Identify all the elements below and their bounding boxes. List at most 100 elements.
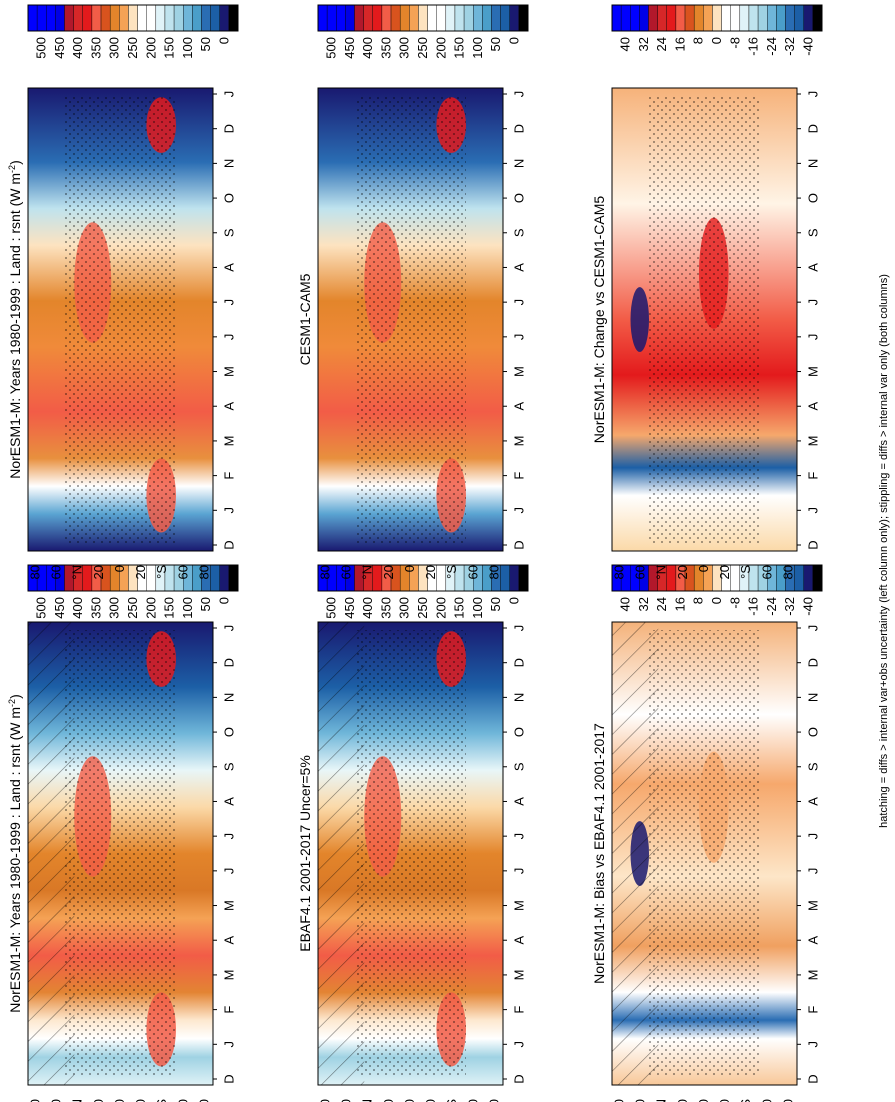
colorbar-frame (27, 564, 239, 592)
x-tick-label: M (805, 366, 820, 377)
y-tick-label: 20 (675, 565, 690, 579)
x-tick-label: J (511, 625, 526, 632)
x-tick-label: N (511, 159, 526, 168)
x-tick-label: F (511, 472, 526, 480)
y-tick-label: 20 (381, 1099, 396, 1102)
y-tick-label: 20 (717, 565, 732, 579)
x-tick-label: F (221, 472, 236, 480)
colorbar-cell (183, 4, 193, 32)
colorbar-label: 16 (672, 37, 687, 51)
colorbar-label: 0 (506, 597, 521, 604)
y-tick-label: 20 (423, 1099, 438, 1102)
panel-bottom-left: DJFMAMJJASONDJ8060°N20020°S6080NorESM1-M… (591, 564, 823, 1102)
figure-footer: hatching = diffs > internal var+obs unce… (878, 274, 890, 828)
colorbar-label: 40 (618, 37, 633, 51)
y-tick-label: °N (654, 1099, 669, 1102)
colorbar-cell (82, 4, 93, 32)
x-tick-label: S (511, 762, 526, 771)
colorbar-cell (210, 4, 220, 32)
colorbar-frame (27, 4, 239, 32)
colorbar-cell (128, 4, 138, 32)
colorbar-frame (611, 564, 823, 592)
y-tick-label: 80 (27, 565, 42, 579)
x-tick-label: A (805, 797, 820, 806)
plot-frame (611, 621, 798, 1086)
colorbar-label: 150 (452, 37, 467, 59)
plot-frame (27, 621, 214, 1086)
y-tick-label: 80 (196, 565, 211, 579)
y-tick-label: 20 (423, 565, 438, 579)
stippling-overlay (649, 630, 760, 1077)
y-tick-label: 20 (717, 1099, 732, 1102)
y-tick-label: 80 (486, 565, 501, 579)
colorbar-cell (648, 4, 658, 32)
colorbar-label: 50 (488, 37, 503, 51)
colorbar-cell (721, 4, 731, 32)
x-tick-label: J (511, 91, 526, 98)
x-tick-label: A (221, 263, 236, 272)
y-tick-label: 80 (27, 1099, 42, 1102)
colorbar-cell (794, 4, 804, 32)
colorbar-label: 250 (415, 37, 430, 59)
colorbar-cell (454, 4, 465, 32)
colorbar-cell (620, 4, 631, 32)
colorbar-label: 450 (342, 597, 357, 619)
colorbar-cell (693, 4, 704, 32)
x-tick-label: O (221, 727, 236, 737)
colorbar-cell (445, 4, 456, 32)
y-tick-label: 60 (339, 565, 354, 579)
colorbar-cell (390, 4, 401, 32)
panel-title: NorESM1-M: Bias vs EBAF4.1 2001-2017 (591, 723, 607, 984)
x-tick-label: A (805, 936, 820, 945)
colorbar-label: 500 (34, 37, 49, 59)
y-tick-label: 60 (465, 565, 480, 579)
colorbar-cell (712, 4, 722, 32)
stippling-overlay (649, 96, 760, 543)
y-tick-label: 20 (91, 1099, 106, 1102)
stippling-overlay (65, 96, 176, 543)
colorbar-label: 100 (180, 597, 195, 619)
colorbar-cell (767, 4, 777, 32)
x-tick-label: J (511, 299, 526, 306)
x-tick-label: J (805, 299, 820, 306)
x-tick-label: F (805, 1006, 820, 1014)
colorbar-label: 0 (216, 37, 231, 44)
colorbar-cell (336, 4, 346, 32)
colorbar-cell (36, 4, 47, 32)
colorbar-cell (748, 4, 759, 32)
colorbar-cell (91, 4, 102, 32)
colorbar-cell (399, 4, 410, 32)
colorbar-label: 400 (70, 37, 85, 59)
x-tick-label: A (511, 936, 526, 945)
x-tick-label: S (221, 228, 236, 237)
plot-frame (317, 621, 504, 1086)
x-tick-label: J (221, 299, 236, 306)
x-tick-label: N (221, 693, 236, 702)
x-tick-label: A (805, 402, 820, 411)
colorbar: 40 32 24 16 8 0 -8 -16 -24 -32 -40 (611, 564, 823, 616)
colorbar-label: -40 (800, 597, 815, 616)
colorbar-label: 500 (324, 37, 339, 59)
colorbar-cell (812, 4, 823, 32)
y-tick-label: °S (738, 1099, 753, 1102)
colorbar-label: 250 (415, 597, 430, 619)
y-tick-label: 80 (317, 1099, 332, 1102)
colorbar-cell (409, 4, 419, 32)
colorbar-cell (219, 564, 230, 592)
colorbar-cell (137, 4, 147, 32)
x-tick-label: O (805, 193, 820, 203)
colorbar-label: -32 (782, 37, 797, 56)
x-tick-label: S (221, 762, 236, 771)
colorbar-cell (418, 4, 428, 32)
y-tick-label: 0 (112, 1099, 127, 1102)
y-tick-label: 20 (91, 565, 106, 579)
x-tick-label: J (805, 625, 820, 632)
x-tick-label: M (511, 436, 526, 447)
y-tick-label: 60 (465, 1099, 480, 1102)
y-tick-label: °N (70, 565, 85, 580)
y-tick-label: 60 (175, 1099, 190, 1102)
x-tick-label: J (805, 91, 820, 98)
colorbar-cell (100, 4, 111, 32)
